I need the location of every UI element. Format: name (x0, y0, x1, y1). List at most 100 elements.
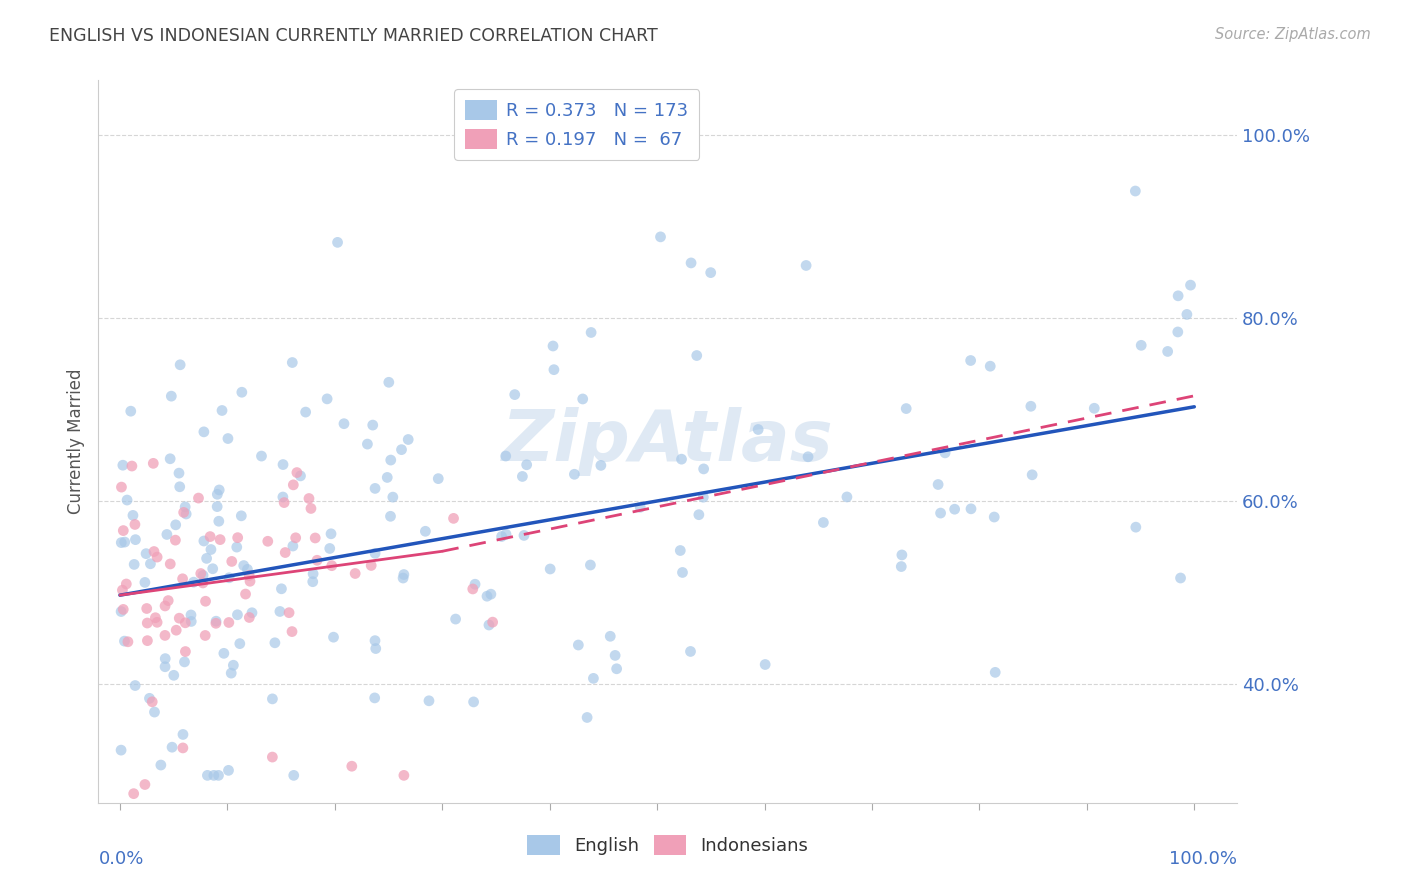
Point (363, 690, 385, 705)
Point (197, 768, 219, 782)
Point (688, 508, 710, 522)
Point (156, 527, 179, 541)
Point (262, 692, 284, 706)
Point (173, 505, 195, 519)
Text: ZipAtlas: ZipAtlas (502, 407, 834, 476)
Point (146, 615, 169, 630)
Point (271, 458, 294, 472)
Point (221, 554, 243, 568)
Point (835, 490, 858, 504)
Point (418, 694, 440, 708)
Point (478, 618, 501, 632)
Point (183, 575, 205, 590)
Point (326, 235, 349, 250)
Point (516, 458, 538, 472)
Point (669, 543, 692, 558)
Point (218, 615, 240, 630)
Point (120, 404, 142, 418)
Point (174, 615, 197, 630)
Point (929, 506, 952, 520)
Point (264, 636, 287, 650)
Point (681, 256, 703, 270)
Point (172, 572, 194, 586)
Point (212, 646, 235, 660)
Point (141, 695, 163, 709)
Point (209, 533, 232, 547)
Point (479, 587, 502, 601)
Point (169, 358, 191, 372)
Point (686, 349, 709, 363)
Point (512, 469, 534, 483)
Point (136, 633, 159, 648)
Point (217, 432, 239, 446)
Point (571, 392, 593, 406)
Point (180, 607, 202, 622)
Point (153, 659, 176, 673)
Point (157, 593, 180, 607)
Point (219, 666, 242, 681)
Point (256, 534, 278, 549)
Point (890, 548, 912, 562)
Point (322, 630, 344, 644)
Point (364, 546, 387, 560)
Point (115, 493, 138, 508)
Point (1083, 401, 1105, 416)
Point (232, 558, 254, 573)
Point (159, 451, 181, 466)
Point (111, 458, 134, 473)
Point (503, 387, 526, 401)
Point (163, 668, 186, 682)
Point (122, 508, 145, 523)
Point (273, 495, 295, 509)
Point (396, 433, 419, 447)
Point (356, 437, 378, 451)
Point (229, 637, 252, 651)
Point (513, 528, 536, 542)
Point (143, 705, 166, 719)
Point (271, 490, 294, 504)
Point (200, 542, 222, 557)
Point (195, 551, 218, 566)
Point (262, 750, 284, 764)
Point (114, 535, 136, 549)
Point (208, 514, 231, 528)
Point (153, 628, 176, 642)
Point (813, 516, 835, 530)
Point (153, 599, 176, 613)
Point (135, 547, 157, 561)
Point (567, 638, 589, 652)
Point (298, 491, 321, 506)
Point (124, 533, 146, 547)
Point (145, 611, 167, 625)
Point (169, 480, 191, 494)
Text: Source: ZipAtlas.com: Source: ZipAtlas.com (1215, 27, 1371, 42)
Point (211, 403, 233, 417)
Point (190, 566, 212, 581)
Point (165, 623, 187, 637)
Point (235, 587, 257, 601)
Point (174, 507, 197, 521)
Point (333, 417, 356, 431)
Point (983, 510, 1005, 524)
Point (543, 362, 565, 376)
Point (307, 553, 329, 567)
Point (122, 558, 145, 572)
Point (890, 559, 912, 574)
Point (344, 566, 367, 581)
Point (378, 376, 401, 390)
Point (340, 759, 363, 773)
Point (541, 339, 564, 353)
Point (159, 557, 181, 571)
Point (205, 500, 228, 514)
Point (960, 501, 983, 516)
Point (236, 562, 259, 576)
Point (538, 562, 561, 576)
Point (794, 259, 817, 273)
Point (319, 526, 342, 541)
Point (959, 353, 981, 368)
Text: 100.0%: 100.0% (1170, 850, 1237, 868)
Point (671, 566, 693, 580)
Point (231, 508, 253, 523)
Point (124, 517, 146, 532)
Point (754, 657, 776, 672)
